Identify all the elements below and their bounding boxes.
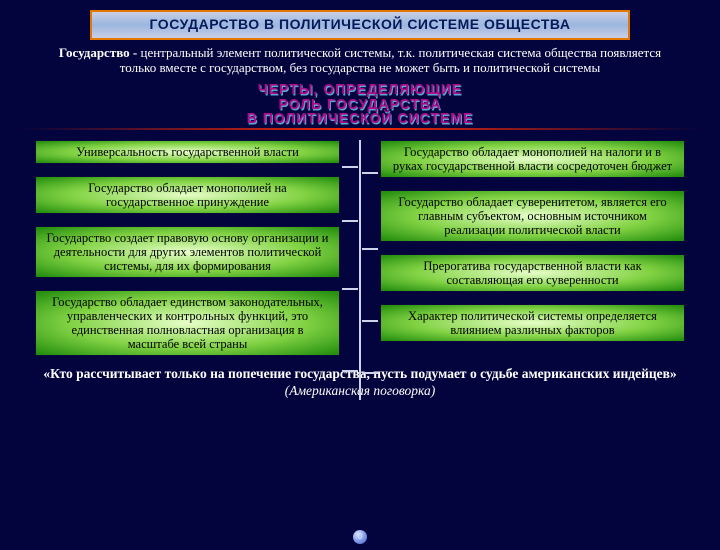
divider-line	[20, 128, 700, 130]
feature-box: Государство обладает монополией на госуд…	[35, 176, 340, 214]
feature-box: Универсальность государственной власти	[35, 140, 340, 164]
definition-lead: Государство -	[59, 45, 141, 60]
left-column: Универсальность государственной власти Г…	[35, 140, 340, 356]
title-banner: ГОСУДАРСТВО В ПОЛИТИЧЕСКОЙ СИСТЕМЕ ОБЩЕС…	[90, 10, 630, 40]
definition-body: центральный элемент политической системы…	[120, 45, 661, 75]
feature-box: Государство обладает единством законодат…	[35, 290, 340, 356]
connector-tick	[342, 288, 358, 290]
feature-box: Государство создает правовую основу орга…	[35, 226, 340, 278]
subheading-block: ЧЕРТЫ, ОПРЕДЕЛЯЮЩИЕ РОЛЬ ГОСУДАРСТВА В П…	[0, 82, 720, 126]
feature-box: Характер политической системы определяет…	[380, 304, 685, 342]
subheading-line-3: В ПОЛИТИЧЕСКОЙ СИСТЕМЕ	[0, 111, 720, 126]
feature-box: Государство обладает суверенитетом, явля…	[380, 190, 685, 242]
connector-tick	[342, 220, 358, 222]
connector-tick	[362, 372, 378, 374]
connector-tick	[362, 172, 378, 174]
slide-number-badge: 0	[353, 530, 367, 544]
connector-spine	[359, 140, 361, 400]
connector-tick	[362, 320, 378, 322]
feature-box: Государство обладает монополией на налог…	[380, 140, 685, 178]
connector-tick	[362, 248, 378, 250]
features-columns: Универсальность государственной власти Г…	[0, 140, 720, 356]
feature-box: Прерогатива государственной власти как с…	[380, 254, 685, 292]
definition-text: Государство - центральный элемент полити…	[40, 46, 680, 76]
connector-tick	[342, 166, 358, 168]
right-column: Государство обладает монополией на налог…	[380, 140, 685, 356]
page-title: ГОСУДАРСТВО В ПОЛИТИЧЕСКОЙ СИСТЕМЕ ОБЩЕС…	[150, 16, 571, 32]
connector-tick	[342, 370, 358, 372]
